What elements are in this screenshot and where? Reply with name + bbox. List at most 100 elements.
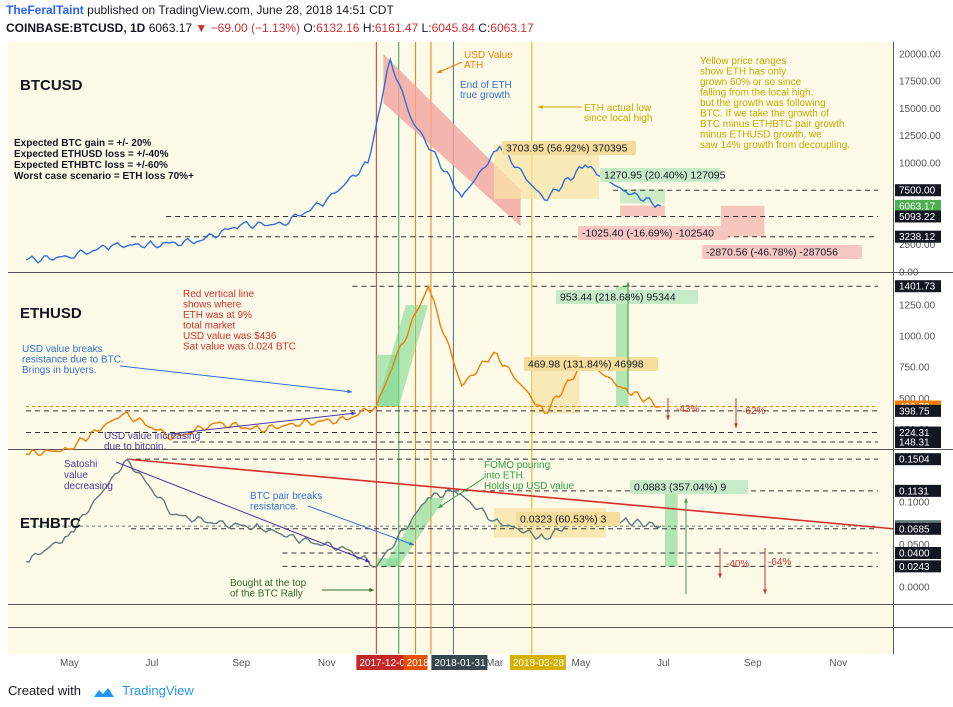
price-badge [895,426,941,439]
price-badge [895,547,941,559]
price-badge [895,230,941,243]
date-marker-label: 2018-03-28 [513,658,565,669]
date-marker-badge [356,655,411,670]
eth-green-projection [615,286,629,407]
ath-arrow-head [437,69,442,73]
low-label: L: [421,21,432,35]
eth-measure-1: 469.98 (131.84%) 46998 [528,359,644,371]
ethbtc-pct-1: -40% [726,559,749,570]
yellow-ranges-note: but the growth was following [700,98,826,109]
y-tick-label: 15000.00 [899,104,941,115]
btc-measure-3-bg [578,226,728,240]
tradingview-link[interactable]: TradingView [122,683,194,698]
x-tick-label: May [572,658,591,669]
yellow-ranges-note: BTC. If we take the growth of [700,109,829,120]
fomo-arrow [437,477,485,509]
y-tick-label: 0.0000 [899,583,930,594]
btc-red-projection [721,205,765,237]
price-change: −69.00 (−1.13%) [210,21,301,35]
true-growth-annotation: true growth [460,90,510,101]
satoshi-note: Satoshi [64,459,97,470]
y-tick-label: 2500.00 [899,240,936,251]
price-badge-label: 398.75 [899,406,930,417]
red-line-note: shows where [183,300,242,311]
ethbtc-measure-1: 0.0323 (60.53%) 3 [520,514,607,526]
fomo-arrow-head [438,503,443,508]
satoshi-arrow [115,461,371,563]
pair-breaks-note: BTC pair breaks [250,491,322,502]
price-badge-label: 0.0685 [899,524,930,535]
yellow-ranges-note: Yellow price ranges [700,56,786,67]
price-badge-label: 0.0400 [899,549,930,560]
ethbtc-measure-2-bg [630,480,748,494]
true-growth-annotation: End of ETH [460,80,512,91]
price-badge [895,522,941,535]
expectations-text: Expected BTC gain = +/- 20% [14,138,151,149]
eth-green-channel [376,305,429,407]
ethbtc-measure-2: 0.0883 (357.04%) 9 [634,482,726,494]
expectations-text: Expected ETHUSD loss = +/-40% [14,149,169,160]
fomo-note: into ETH. [484,471,526,482]
satoshi-note: value [64,470,88,481]
y-tick-label: 750.00 [899,363,930,374]
yellow-ranges-note: show ETH has only [700,67,786,78]
price-badge-label: 224.31 [899,428,930,439]
price-badge [895,210,941,223]
btc-measure-2-bg [600,168,720,182]
created-with-text: Created with [8,683,81,698]
date-marker-label: 2018 [407,658,430,669]
price-badge [895,404,941,417]
x-tick-label: Jul [146,658,159,669]
x-tick-label: Nov [318,658,336,669]
ethbtc-down-arrow-1-head [718,573,722,578]
tradingview-logo-icon [93,687,114,697]
high-label: H: [362,21,375,35]
y-tick-label: 20000.00 [899,49,941,60]
low-value: 6045.84 [431,21,475,35]
eth-measure-1-bg [524,357,658,371]
btc-downtrend-channel [383,53,521,227]
eth-down-arrow-1-head [666,415,670,420]
x-tick-label: Sep [232,658,250,669]
price-badge [895,280,941,293]
y-tick-label: 12500.00 [899,131,941,142]
yellow-ranges-note: saw 14% growth from decoupling. [700,140,850,151]
bought-arrow-head [369,588,374,592]
author-link[interactable]: TheFeralTaint [6,3,84,17]
red-line-note: ETH was at 9% [183,310,252,321]
x-tick-label: Jul [657,658,670,669]
price-badge [895,484,941,497]
price-badge [895,184,941,197]
btc-measure-3: -1025.40 (-16.69%) -102540 [582,228,714,240]
eth-measure-2-bg [556,290,698,304]
breaks-arrow-head [347,389,352,394]
x-tick-label: Sep [744,658,762,669]
y-tick-label: 0.00 [899,268,919,279]
btc-measure-4-bg [702,245,862,259]
breaks-resistance-note: USD value breaks [22,344,103,355]
pane-title-ethusd: ETHUSD [20,305,82,322]
symbol-name: COINBASE:BTCUSD, 1D [6,21,146,35]
series-line-ethbtc [25,458,662,568]
eth-down-arrow-2-head [734,423,738,428]
series-line-btcusd [25,56,662,264]
date-marker-badge [431,655,488,670]
red-line-note: Red vertical line [183,289,255,300]
ethbtc-green-channel [383,497,445,567]
price-badge [895,560,941,573]
pane-title-ethbtc: ETHBTC [20,515,81,532]
open-label: O: [303,21,317,35]
date-marker-badge [403,655,428,670]
actual-low-annotation: ETH actual low [584,103,652,114]
publish-line: TheFeralTaint published on TradingView.c… [6,3,394,17]
price-badge-label: 148.31 [899,437,930,448]
eth-pct-1: -43% [676,404,699,415]
bought-note: of the BTC Rally [230,589,303,600]
ath-annotation: ATH [464,60,483,71]
price-badge-label: 6063.17 [899,201,936,212]
high-value: 6161.47 [374,21,419,35]
x-tick-label: May [60,658,79,669]
yellow-ranges-note: falling from the local high, [700,88,813,99]
price-badge-label: 3238.12 [899,232,936,243]
